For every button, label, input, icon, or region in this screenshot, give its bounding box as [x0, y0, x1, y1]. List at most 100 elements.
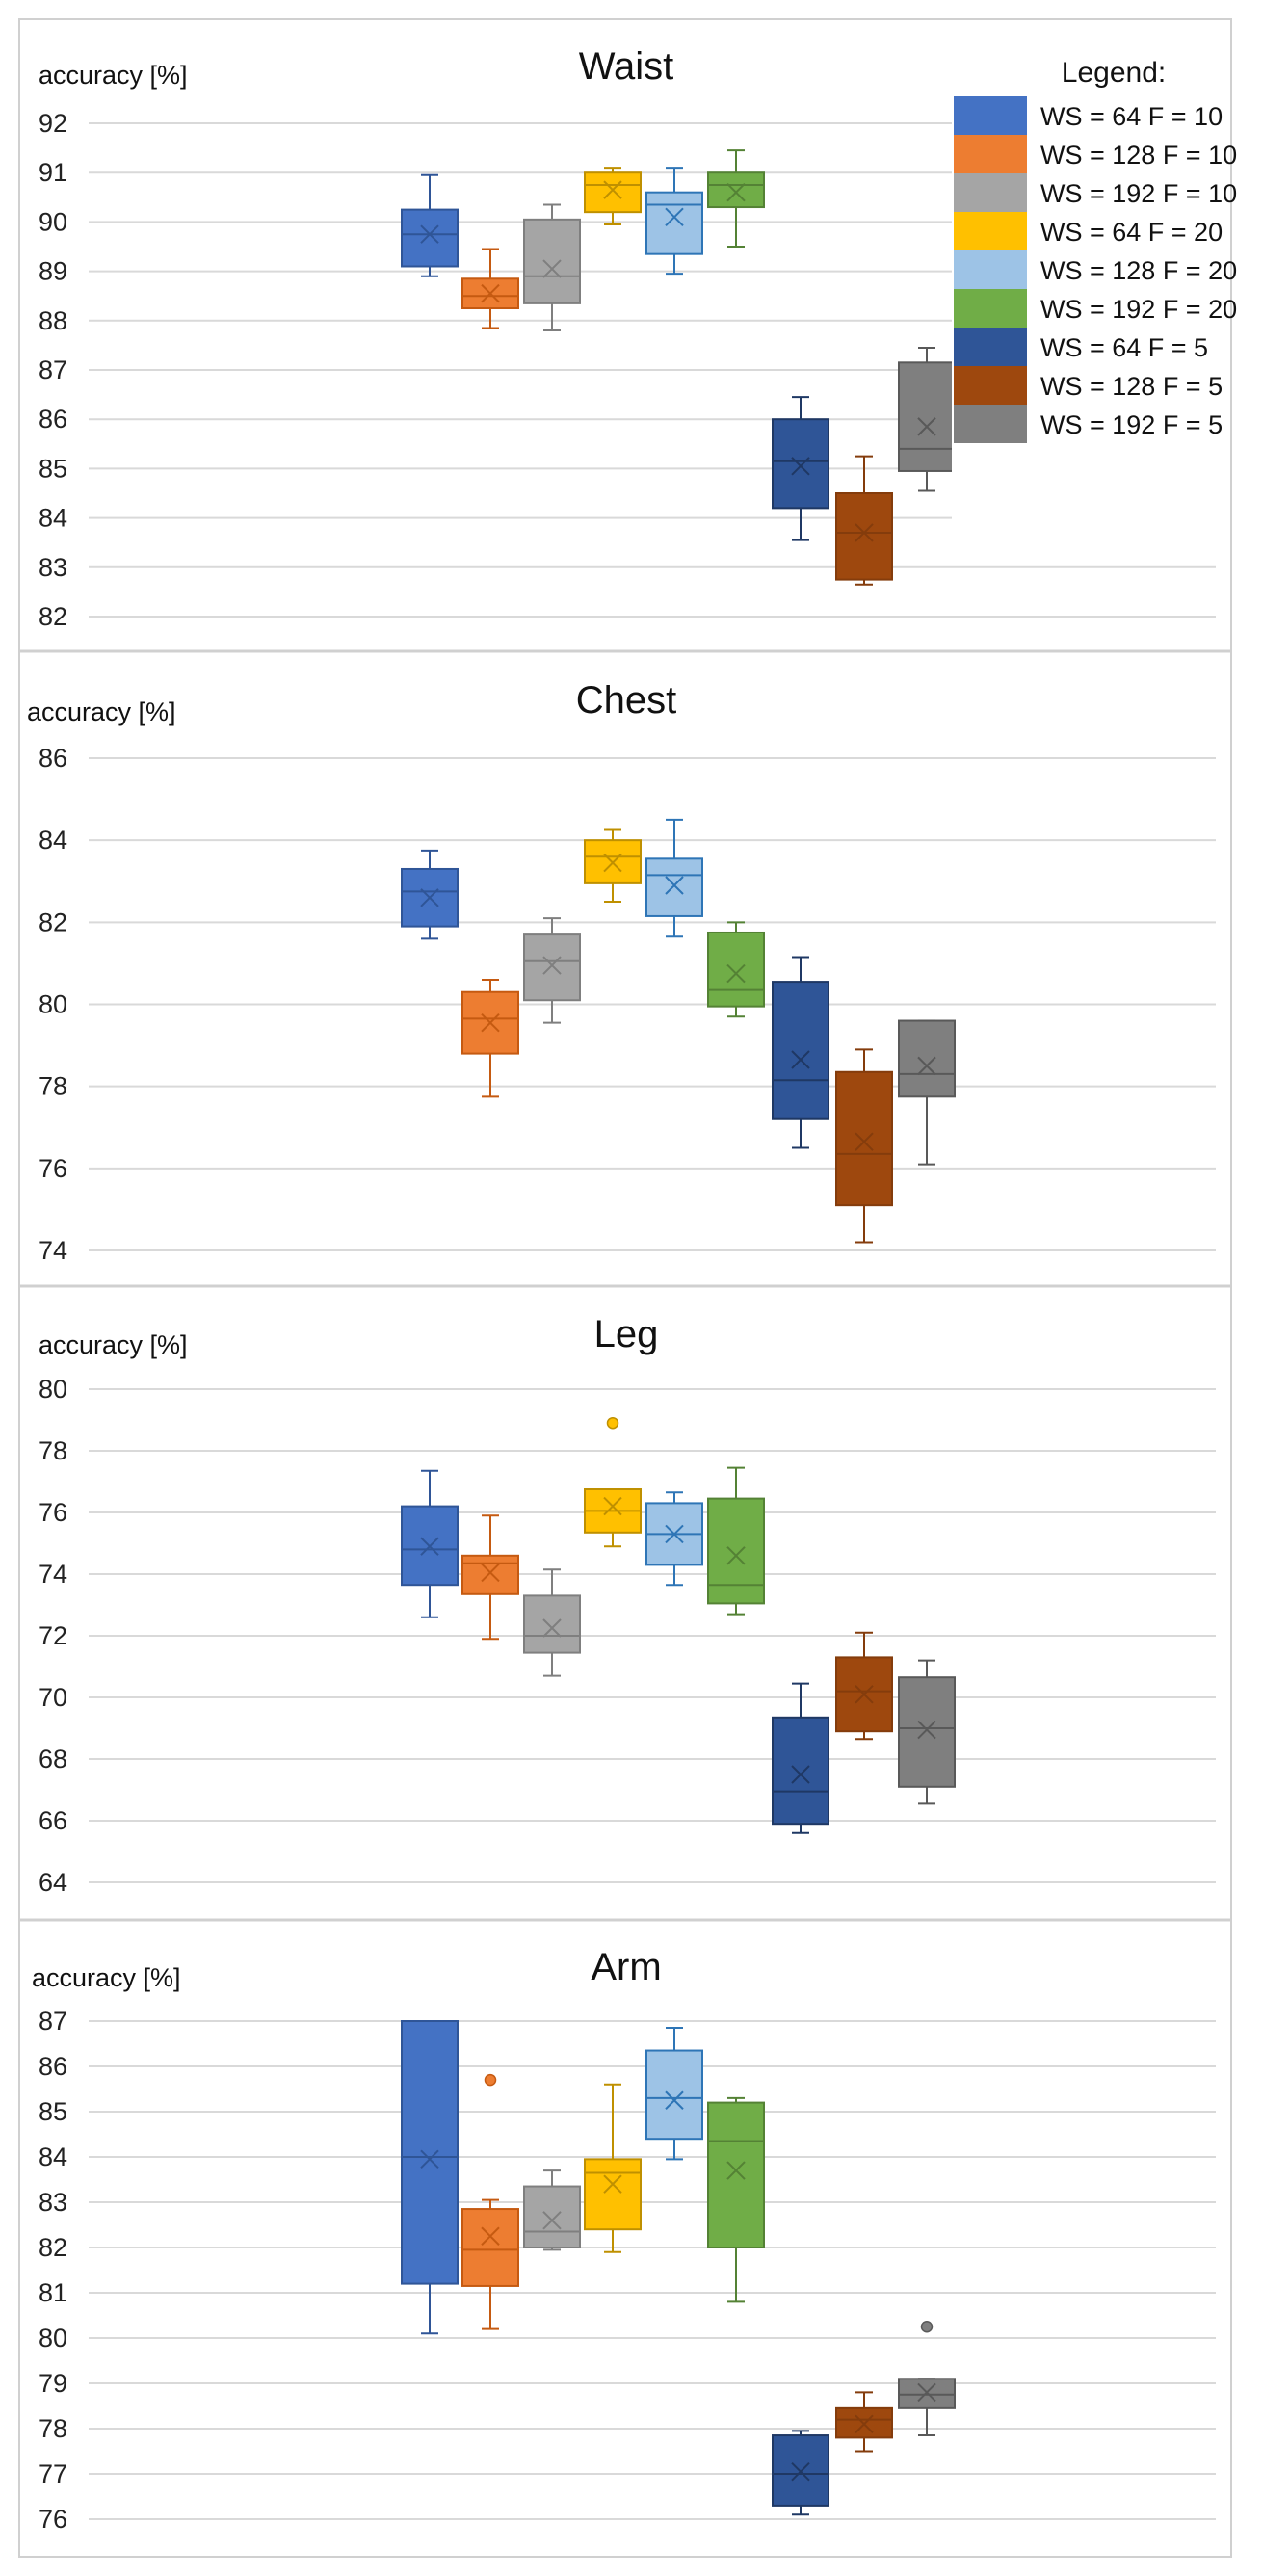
y-tick-label: 86 — [39, 405, 67, 434]
mean-marker — [726, 2161, 746, 2180]
box-9 — [898, 1659, 956, 1805]
y-tick-label: 91 — [39, 158, 67, 187]
legend-swatch — [954, 173, 1027, 212]
box-iqr — [707, 1497, 765, 1605]
mean-marker — [791, 2461, 810, 2482]
box-iqr — [645, 191, 703, 255]
legend-label: WS = 64 F = 10 — [1040, 102, 1223, 131]
box-4 — [584, 167, 642, 225]
y-tick-label: 87 — [39, 355, 67, 384]
y-tick-label: 81 — [39, 2278, 67, 2307]
box-3 — [523, 2169, 581, 2251]
box-7 — [772, 1682, 829, 1834]
box-iqr — [835, 1070, 893, 1207]
outlier-point — [606, 1416, 619, 1430]
box-7 — [772, 396, 829, 541]
box-iqr — [707, 2101, 765, 2249]
y-tick-label: 78 — [39, 1072, 67, 1101]
mean-marker — [420, 2149, 439, 2169]
box-6 — [707, 149, 765, 248]
y-tick-label: 76 — [39, 1498, 67, 1527]
y-tick-label: 82 — [39, 907, 67, 936]
box-1 — [401, 849, 459, 940]
box-iqr — [898, 1019, 956, 1098]
legend-swatch — [954, 135, 1027, 173]
y-tick-label: 78 — [39, 1436, 67, 1465]
box-iqr — [772, 418, 829, 510]
box-8 — [835, 1048, 893, 1244]
legend-swatch — [954, 96, 1027, 135]
box-5 — [645, 1491, 703, 1587]
y-tick-label: 79 — [39, 2369, 67, 2398]
legend-title: Legend: — [1062, 57, 1166, 89]
mean-marker — [855, 523, 874, 542]
y-tick-label: 70 — [39, 1683, 67, 1712]
mean-marker — [481, 1563, 500, 1583]
chart-title: Chest — [576, 679, 677, 722]
box-8 — [835, 1631, 893, 1741]
box-4 — [584, 1416, 642, 1548]
mean-marker — [917, 2382, 936, 2403]
mean-marker — [917, 1720, 936, 1740]
mean-marker — [855, 2414, 874, 2434]
mean-marker — [791, 1765, 810, 1784]
y-tick-label: 78 — [39, 2414, 67, 2443]
box-iqr — [645, 857, 703, 917]
y-tick-label: 92 — [39, 109, 67, 138]
box-4 — [584, 2083, 642, 2253]
mean-marker — [726, 963, 746, 984]
y-tick-label: 77 — [39, 2459, 67, 2488]
chart-panel-chest: 74 76 78 80 82 84 86 Chest accuracy [%] — [19, 649, 1231, 1265]
outlier-point — [920, 2321, 934, 2333]
y-tick-label: 87 — [39, 2007, 67, 2036]
legend-label: WS = 128 F = 5 — [1040, 372, 1223, 401]
y-tick-label: 74 — [39, 1236, 67, 1265]
y-tick-label: 76 — [39, 1154, 67, 1183]
y-tick-label: 68 — [39, 1745, 67, 1774]
box-7 — [772, 2430, 829, 2516]
box-iqr — [645, 2049, 703, 2141]
legend-swatch — [954, 366, 1027, 405]
chart-title: Waist — [579, 45, 674, 88]
mean-marker — [603, 853, 622, 873]
box-iqr — [898, 1676, 956, 1788]
box-3 — [523, 917, 581, 1024]
y-tick-label: 88 — [39, 306, 67, 335]
mean-marker — [420, 1537, 439, 1556]
box-iqr — [523, 218, 581, 304]
y-tick-label: 82 — [39, 2233, 67, 2262]
mean-marker — [542, 1618, 562, 1638]
legend-label: WS = 192 F = 10 — [1040, 179, 1237, 208]
box-2 — [461, 2073, 519, 2330]
y-tick-label: 80 — [39, 2324, 67, 2353]
mean-marker — [603, 180, 622, 199]
y-tick-label: 89 — [39, 257, 67, 286]
box-iqr — [772, 1716, 829, 1826]
y-tick-label: 90 — [39, 207, 67, 236]
y-tick-label: 84 — [39, 504, 67, 533]
box-6 — [707, 2096, 765, 2303]
y-tick-label: 76 — [39, 2505, 67, 2534]
mean-marker — [542, 956, 562, 975]
box-iqr — [523, 933, 581, 1002]
chart-panel-leg: 64 66 68 70 72 74 76 78 80 Leg accuracy [%] — [19, 1284, 1231, 1897]
y-tick-label: 74 — [39, 1560, 67, 1589]
mean-marker — [726, 182, 746, 202]
legend-swatch — [954, 289, 1027, 328]
y-tick-label: 84 — [39, 2142, 67, 2171]
box-1 — [401, 2020, 459, 2335]
y-tick-label: 86 — [39, 2052, 67, 2081]
legend-swatch — [954, 250, 1027, 289]
y-tick-label: 64 — [39, 1868, 67, 1897]
box-5 — [645, 167, 703, 276]
box-iqr — [772, 2434, 829, 2507]
box-6 — [707, 921, 765, 1018]
y-tick-label: 80 — [39, 1375, 67, 1404]
legend-swatch — [954, 328, 1027, 366]
mean-marker — [726, 1546, 746, 1565]
mean-marker — [603, 1496, 622, 1516]
box-iqr — [401, 2020, 459, 2285]
box-5 — [645, 818, 703, 938]
y-tick-label: 84 — [39, 826, 67, 854]
